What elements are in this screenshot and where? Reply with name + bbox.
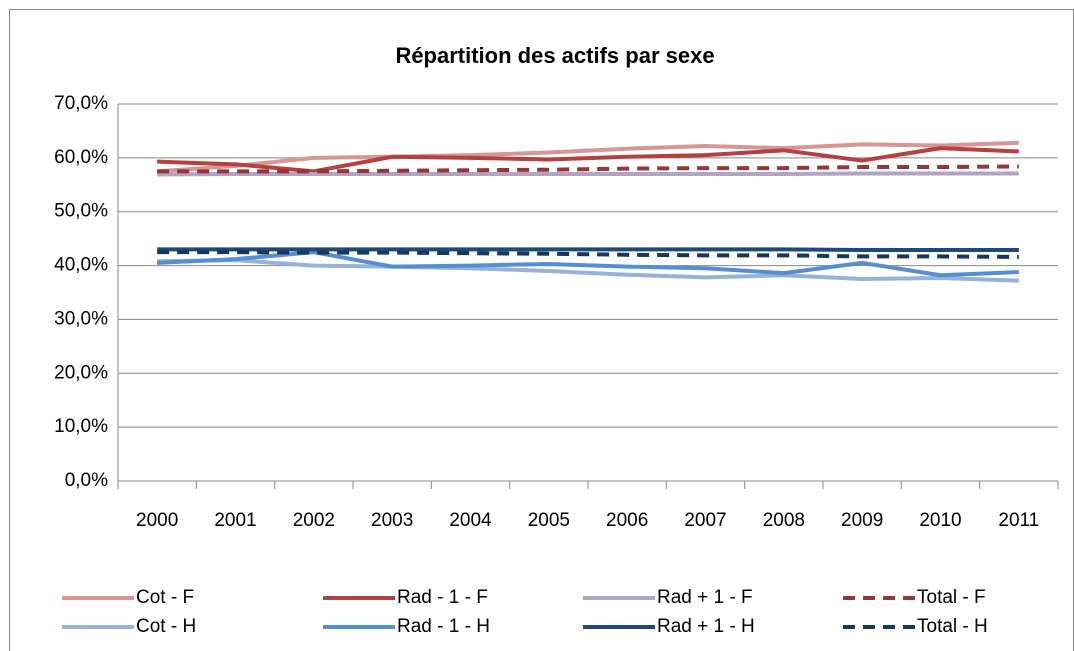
legend-label: Rad - 1 - H (397, 616, 490, 637)
y-tick-label: 20,0% (54, 362, 108, 383)
legend-label: Total - F (917, 587, 986, 608)
x-tick-label: 2001 (214, 510, 256, 531)
x-tick-label: 2008 (763, 510, 805, 531)
series-line (157, 258, 1019, 283)
x-tick-label: 2004 (449, 510, 492, 531)
legend-label: Total - H (917, 616, 988, 637)
legend-label: Cot - F (136, 587, 194, 608)
series-line (157, 171, 1019, 177)
legend-label: Rad + 1 - H (657, 616, 755, 637)
chart-title: Répartition des actifs par sexe (395, 43, 714, 68)
legend-label: Rad + 1 - F (657, 587, 753, 608)
series-line (157, 250, 1019, 259)
x-tick-label: 2000 (136, 510, 178, 531)
x-tick-label: 2003 (371, 510, 413, 531)
chart-frame (9, 9, 1074, 651)
y-tick-label: 0,0% (65, 470, 108, 491)
x-tick-label: 2006 (606, 510, 648, 531)
series-line (157, 164, 1019, 174)
series-line (157, 140, 1019, 174)
x-tick-label: 2007 (684, 510, 726, 531)
x-tick-label: 2002 (293, 510, 335, 531)
y-tick-label: 10,0% (54, 416, 108, 437)
x-tick-label: 2011 (998, 510, 1039, 531)
x-tick-label: 2009 (841, 510, 883, 531)
y-tick-label: 30,0% (54, 308, 108, 329)
y-tick-label: 40,0% (54, 255, 108, 276)
x-tick-label: 2010 (919, 510, 961, 531)
legend-label: Cot - H (136, 616, 196, 637)
legend-label: Rad - 1 - F (397, 587, 488, 608)
x-tick-label: 2005 (528, 510, 570, 531)
y-tick-label: 60,0% (54, 147, 108, 168)
series-line (157, 247, 1019, 252)
y-tick-label: 50,0% (54, 201, 108, 222)
y-tick-label: 70,0% (54, 93, 108, 114)
